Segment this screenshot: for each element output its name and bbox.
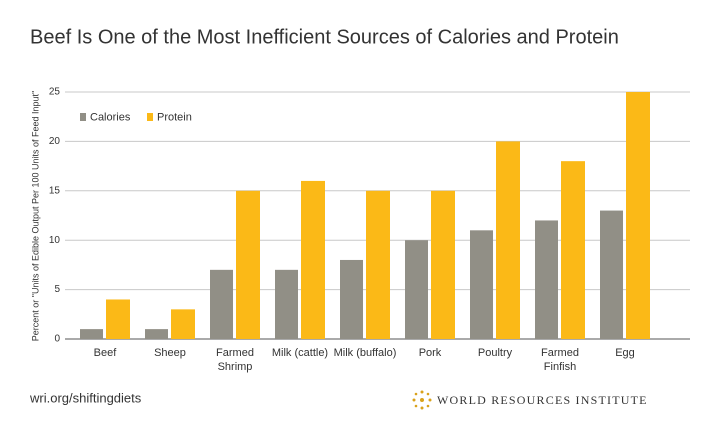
x-tick-label: Farmed Shrimp <box>216 347 254 373</box>
y-tick-label: 25 <box>49 87 61 98</box>
y-tick-label: 15 <box>49 185 61 196</box>
chart-title: Beef Is One of the Most Inefficient Sour… <box>30 26 619 48</box>
x-tick-label: Sheep <box>154 347 186 359</box>
x-tick-label: Milk (cattle) <box>271 347 329 359</box>
y-tick-label: 0 <box>54 334 60 345</box>
bar <box>431 190 455 339</box>
bar <box>80 329 103 339</box>
bar <box>626 92 650 339</box>
x-tick-label: Beef <box>93 347 117 359</box>
bar <box>496 141 520 339</box>
bar <box>145 329 168 339</box>
x-tick-label: Pork <box>418 347 442 359</box>
y-tick-label: 5 <box>54 284 60 295</box>
legend-label: Protein <box>157 111 192 123</box>
bar <box>275 269 298 339</box>
x-tick-label: Milk (buffalo) <box>333 347 397 359</box>
x-tick-label: Farmed Finfish <box>541 347 579 373</box>
legend-swatch <box>147 113 153 121</box>
bar <box>106 299 130 339</box>
legend-label: Calories <box>90 111 131 123</box>
bar <box>366 190 390 339</box>
legend-swatch <box>80 113 86 121</box>
bar <box>301 180 325 339</box>
publisher-logo <box>412 390 432 410</box>
bar <box>535 220 558 339</box>
y-tick-label: 10 <box>49 235 61 246</box>
y-tick-label: 20 <box>49 136 61 147</box>
bar <box>340 259 363 339</box>
x-tick-label: Poultry <box>477 347 513 359</box>
bar <box>600 210 623 339</box>
bar <box>561 161 585 339</box>
x-tick-label: Egg <box>615 347 635 359</box>
publisher: WORLD RESOURCES INSTITUTE <box>437 393 648 407</box>
bar <box>236 190 260 339</box>
bar <box>210 269 233 339</box>
source: wri.org/shiftingdiets <box>29 390 142 405</box>
bar <box>405 240 428 339</box>
bar <box>470 230 493 339</box>
y-axis-label: Percent or "Units of Edible Output Per 1… <box>30 91 40 342</box>
bar <box>171 309 195 339</box>
